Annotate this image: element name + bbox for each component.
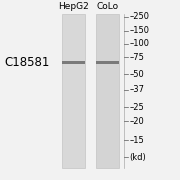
Text: C18581: C18581 bbox=[5, 56, 50, 69]
Text: –150: –150 bbox=[129, 26, 149, 35]
Text: –250: –250 bbox=[129, 12, 149, 21]
FancyBboxPatch shape bbox=[96, 14, 119, 168]
Text: (kd): (kd) bbox=[129, 152, 146, 161]
FancyBboxPatch shape bbox=[62, 14, 85, 168]
FancyBboxPatch shape bbox=[96, 61, 119, 64]
Text: –75: –75 bbox=[129, 53, 144, 62]
Text: HepG2: HepG2 bbox=[58, 1, 89, 10]
Text: CoLo: CoLo bbox=[96, 1, 118, 10]
Text: –50: –50 bbox=[129, 70, 144, 79]
Text: –100: –100 bbox=[129, 39, 149, 48]
Text: –20: –20 bbox=[129, 117, 144, 126]
FancyBboxPatch shape bbox=[62, 61, 85, 64]
Text: –25: –25 bbox=[129, 103, 144, 112]
Text: –15: –15 bbox=[129, 136, 144, 145]
Text: –37: –37 bbox=[129, 85, 144, 94]
